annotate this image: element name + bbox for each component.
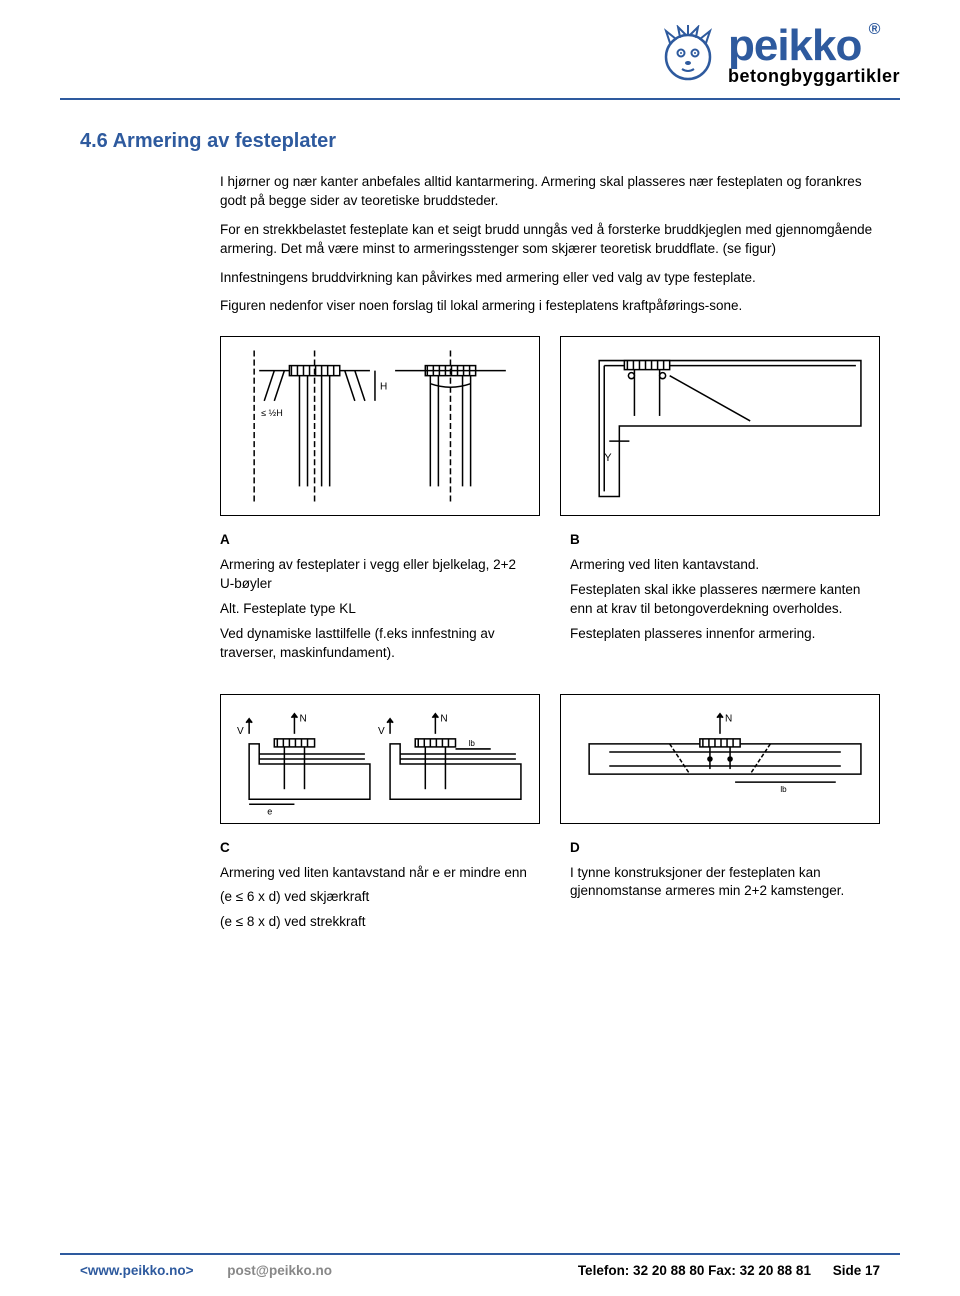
- svg-text:V: V: [378, 726, 385, 737]
- logo-mascot-icon: [658, 25, 718, 85]
- figure-c: N V e N V: [220, 694, 540, 824]
- paragraph: I hjørner og nær kanter anbefales alltid…: [220, 173, 880, 211]
- caption-label: C: [220, 839, 530, 858]
- footer-divider: [60, 1253, 900, 1255]
- svg-text:e: e: [267, 806, 272, 815]
- caption-text: Armering av festeplater i vegg eller bje…: [220, 556, 530, 594]
- svg-text:Y: Y: [604, 453, 612, 465]
- caption-label: A: [220, 531, 530, 550]
- svg-text:N: N: [440, 713, 447, 724]
- caption-row-ab: A Armering av festeplater i vegg eller b…: [220, 531, 880, 668]
- caption-text: Festeplaten skal ikke plasseres nærmere …: [570, 581, 880, 619]
- caption-a: A Armering av festeplater i vegg eller b…: [220, 531, 530, 668]
- caption-text: Alt. Festeplate type KL: [220, 600, 530, 619]
- caption-text: Armering ved liten kantavstand.: [570, 556, 880, 575]
- diagram-a-icon: H ≤ ½H: [229, 345, 531, 507]
- caption-text: Ved dynamiske lasttilfelle (f.eks innfes…: [220, 625, 530, 663]
- logo: peikko ® betongbyggartikler: [658, 24, 900, 87]
- svg-text:lb: lb: [780, 785, 787, 794]
- svg-text:N: N: [299, 713, 306, 724]
- footer-page: Side 17: [833, 1263, 880, 1278]
- figure-row-cd: N V e N V: [220, 694, 880, 824]
- paragraph: Figuren nedenfor viser noen forslag til …: [220, 297, 880, 316]
- figure-a: H ≤ ½H: [220, 336, 540, 516]
- caption-text: (e ≤ 8 x d) ved strekkraft: [220, 913, 530, 932]
- paragraph: Innfestningens bruddvirkning kan påvirke…: [220, 269, 880, 288]
- body-text: I hjørner og nær kanter anbefales alltid…: [220, 173, 880, 938]
- section-title: 4.6 Armering av festeplater: [80, 130, 880, 153]
- diagram-b-icon: Y: [569, 345, 871, 507]
- svg-text:V: V: [237, 726, 244, 737]
- figure-row-ab: H ≤ ½H: [220, 336, 880, 516]
- main-content: 4.6 Armering av festeplater I hjørner og…: [0, 100, 960, 938]
- footer-phone: Telefon: 32 20 88 80 Fax: 32 20 88 81: [578, 1263, 811, 1278]
- logo-brand-text: peikko ®: [728, 24, 861, 68]
- footer-email: post@peikko.no: [227, 1263, 332, 1278]
- caption-b: B Armering ved liten kantavstand. Festep…: [570, 531, 880, 668]
- figure-d: N lb: [560, 694, 880, 824]
- svg-text:≤ ½H: ≤ ½H: [261, 408, 283, 418]
- caption-label: B: [570, 531, 880, 550]
- svg-text:N: N: [725, 713, 732, 724]
- footer-right: Telefon: 32 20 88 80 Fax: 32 20 88 81 Si…: [578, 1263, 880, 1278]
- registered-mark: ®: [869, 22, 880, 38]
- figure-b: Y: [560, 336, 880, 516]
- caption-c: C Armering ved liten kantavstand når e e…: [220, 839, 530, 939]
- caption-text: (e ≤ 6 x d) ved skjærkraft: [220, 888, 530, 907]
- caption-label: D: [570, 839, 880, 858]
- svg-text:lb: lb: [469, 739, 476, 748]
- svg-text:H: H: [380, 382, 387, 393]
- caption-row-cd: C Armering ved liten kantavstand når e e…: [220, 839, 880, 939]
- page-header: peikko ® betongbyggartikler: [0, 0, 960, 100]
- footer-left: <www.peikko.no> post@peikko.no: [80, 1263, 332, 1278]
- page-footer: <www.peikko.no> post@peikko.no Telefon: …: [0, 1253, 960, 1296]
- footer-url: <www.peikko.no>: [80, 1263, 194, 1278]
- caption-text: Armering ved liten kantavstand når e er …: [220, 864, 530, 883]
- diagram-c-icon: N V e N V: [229, 703, 531, 815]
- caption-d: D I tynne konstruksjoner der festeplaten…: [570, 839, 880, 939]
- diagram-d-icon: N lb: [569, 703, 871, 815]
- caption-text: Festeplaten plasseres innenfor armering.: [570, 625, 880, 644]
- header-divider: [60, 98, 900, 100]
- caption-text: I tynne konstruksjoner der festeplaten k…: [570, 864, 880, 902]
- paragraph: For en strekkbelastet festeplate kan et …: [220, 221, 880, 259]
